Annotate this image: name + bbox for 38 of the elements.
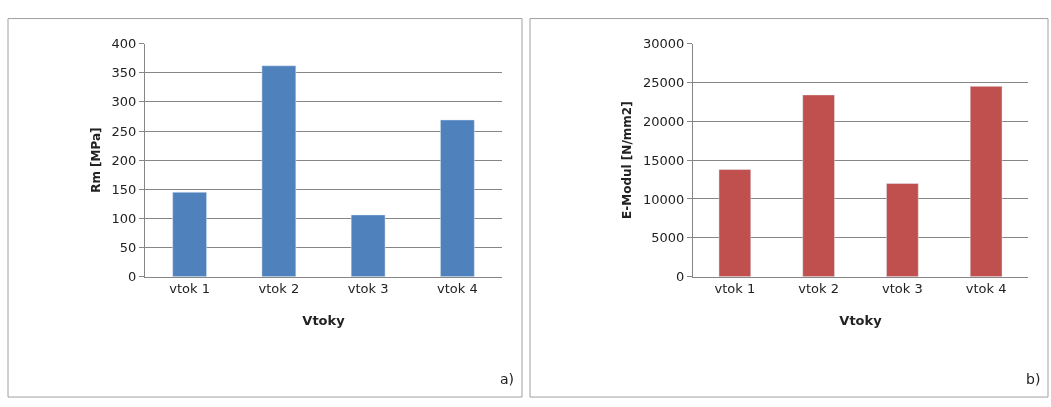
bar [172, 191, 207, 277]
y-tick-label: 400 [111, 36, 137, 52]
text: a) [500, 371, 515, 387]
y-axis-title: E-Modul [N/mm2] [620, 101, 635, 219]
bar [261, 65, 297, 277]
y-axis-title: Rm [MPa] [88, 127, 103, 193]
y-tick-label: 350 [111, 65, 137, 81]
y-tick-label: 10000 [643, 191, 685, 207]
bar [350, 214, 386, 277]
bar [969, 86, 1003, 277]
x-tick-label: vtok 1 [169, 281, 210, 297]
x-tick-label: vtok 2 [798, 281, 839, 297]
y-tick-label: 25000 [643, 75, 685, 90]
x-axis-title: Vtoky [839, 312, 883, 328]
y-tick-label: 50 [119, 240, 137, 256]
bar [718, 169, 752, 277]
x-tick-label: vtok 2 [258, 281, 300, 297]
bar [802, 94, 835, 277]
y-tick-label: 5000 [651, 230, 685, 246]
bar [886, 183, 919, 277]
y-tick-label: 100 [111, 210, 137, 226]
y-tick-label: 20000 [643, 113, 685, 129]
y-tick-label: 200 [111, 152, 137, 168]
x-axis-title: Vtoky [302, 312, 346, 328]
x-tick-label: vtok 1 [714, 281, 756, 297]
y-tick-label: 250 [111, 123, 137, 139]
y-tick-label: 0 [676, 269, 685, 285]
text: b) [1026, 371, 1041, 387]
y-tick-label: 300 [111, 94, 137, 110]
x-tick-label: vtok 4 [437, 281, 478, 297]
y-tick-label: 0 [128, 269, 137, 285]
x-tick-label: vtok 3 [347, 281, 389, 297]
bar [440, 119, 475, 277]
y-tick-label: 15000 [643, 152, 685, 168]
x-tick-label: vtok 4 [965, 281, 1007, 297]
y-tick-label: 30000 [643, 36, 685, 52]
x-tick-label: vtok 3 [882, 281, 923, 297]
y-tick-label: 150 [111, 181, 137, 197]
